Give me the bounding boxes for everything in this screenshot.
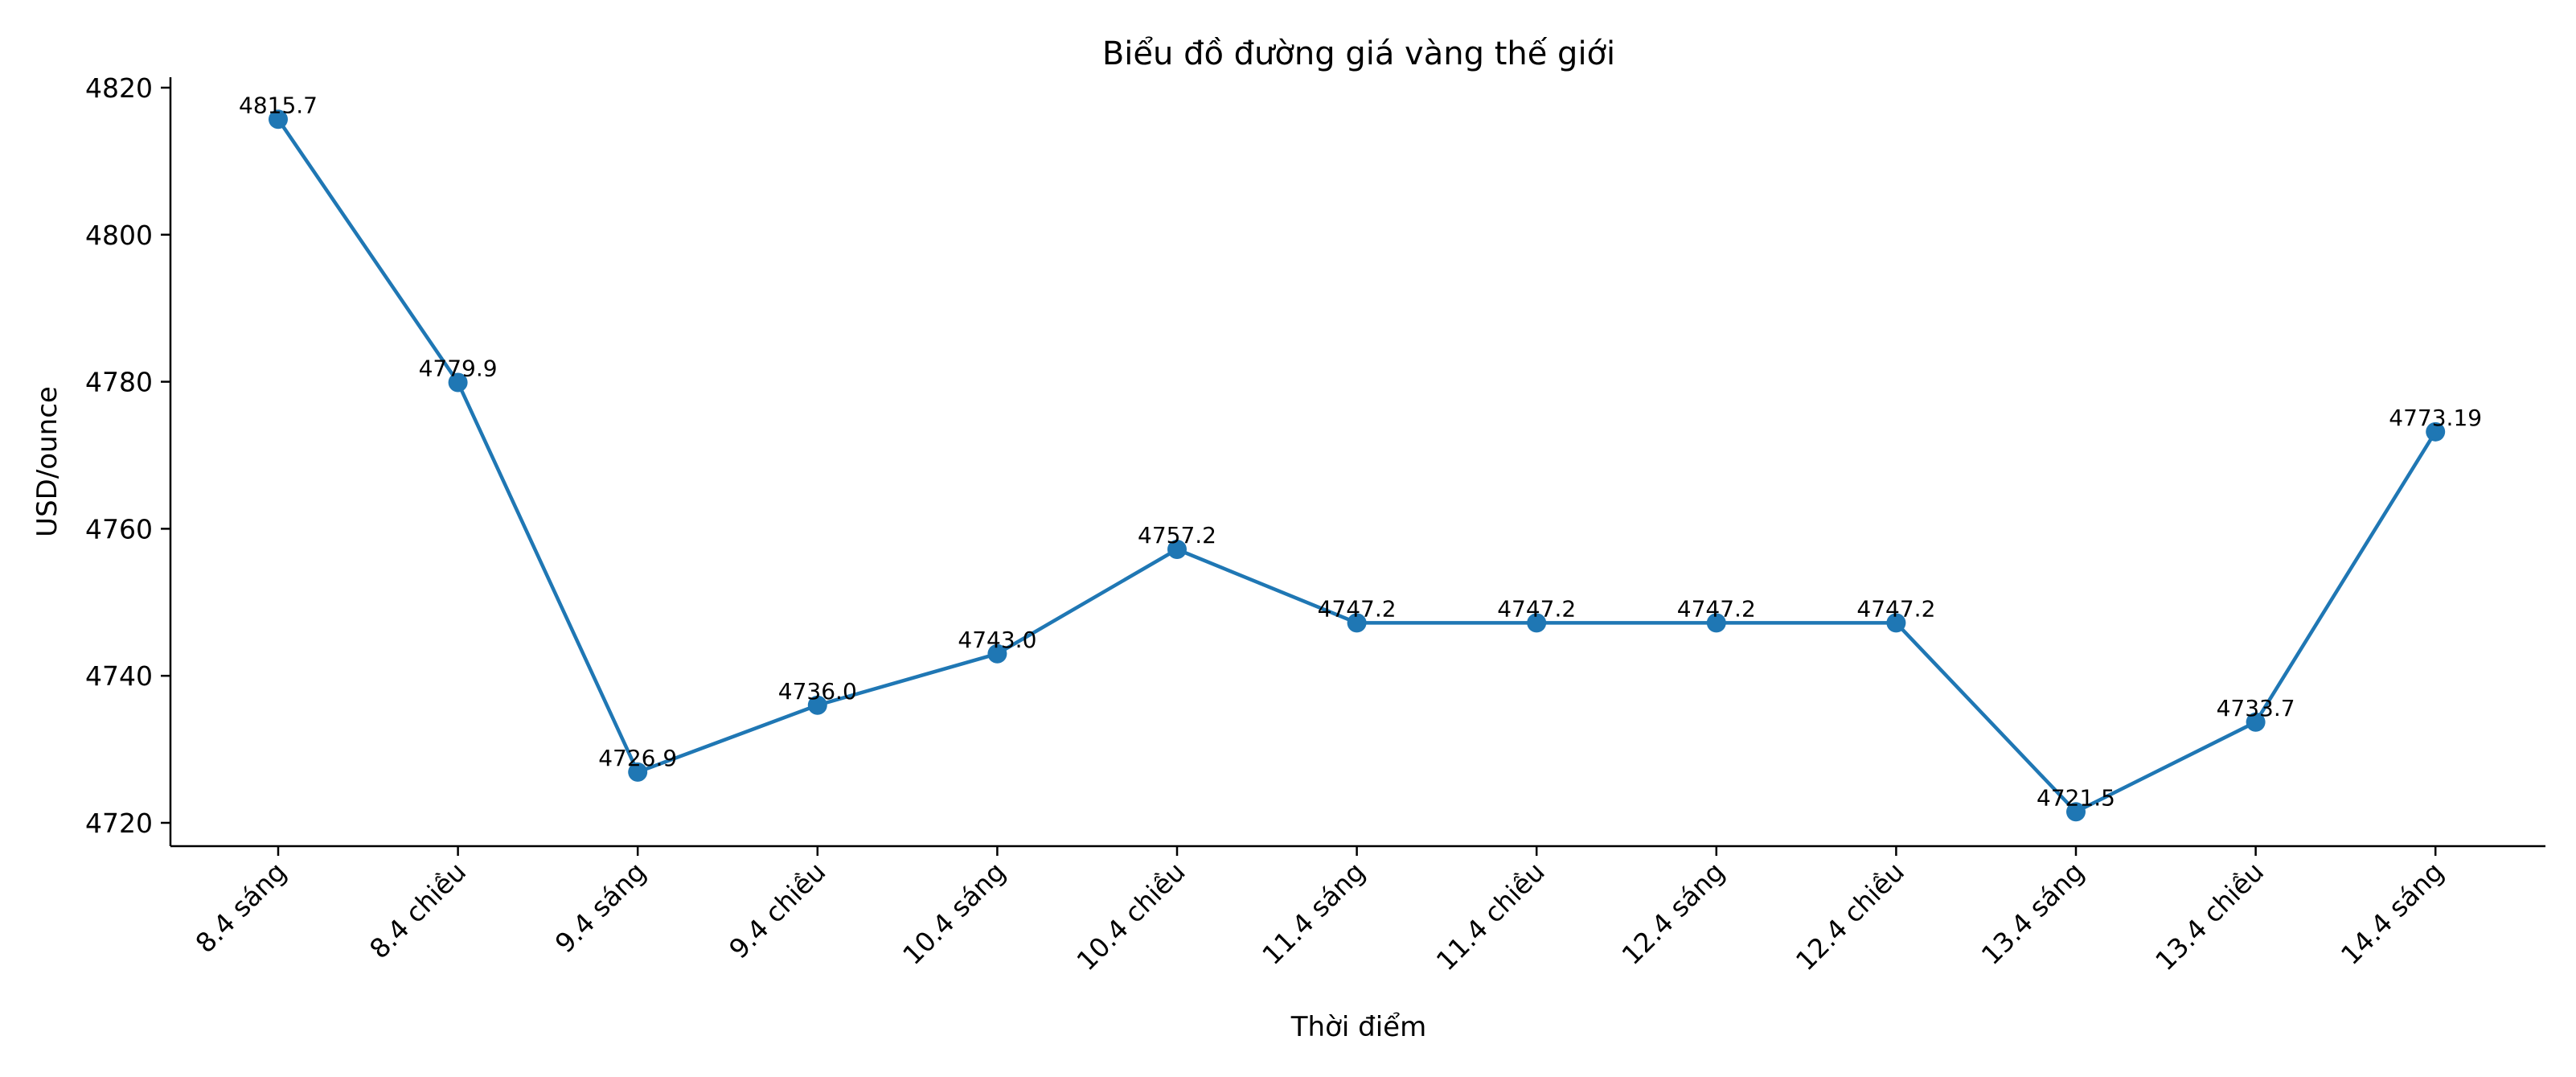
data-point-label: 4747.2 xyxy=(1318,595,1397,622)
data-point-marker xyxy=(1167,539,1187,559)
data-point-marker xyxy=(448,372,468,393)
data-point-labels: 4815.7 4779.9 4726.9 4736.0 4743.0 4757.2 4747… xyxy=(239,92,2482,811)
x-tick-label: 12.4 sáng xyxy=(1615,856,1730,971)
x-tick-label: 8.4 sáng xyxy=(189,856,292,959)
data-point-marker xyxy=(1706,613,1726,633)
data-point-label: 4721.5 xyxy=(2037,784,2115,811)
y-tick-label: 4740 xyxy=(85,660,153,692)
x-tick-label: 8.4 chiều xyxy=(363,856,472,964)
data-point-label: 4779.9 xyxy=(419,356,498,382)
plot-area: 4815.7 4779.9 4726.9 4736.0 4743.0 4757.2 4747… xyxy=(239,92,2482,822)
x-tick-label: 12.4 chiều xyxy=(1790,856,1910,976)
data-point-label: 4815.7 xyxy=(239,92,318,118)
data-point-marker xyxy=(807,695,827,715)
x-tick-label: 14.4 sáng xyxy=(2335,856,2450,971)
y-tick-label: 4780 xyxy=(85,367,153,398)
x-axis: 8.4 sáng 8.4 chiều 9.4 sáng 9.4 chiều 10.4 s… xyxy=(170,845,2545,1043)
price-line xyxy=(277,118,2438,814)
x-tick-label: 10.4 chiều xyxy=(1070,856,1191,976)
data-point-marker xyxy=(2246,712,2266,732)
data-point-label: 4757.2 xyxy=(1138,522,1216,549)
data-point-label: 4743.0 xyxy=(958,627,1036,653)
data-point-label: 4747.2 xyxy=(1856,595,1935,622)
data-point-marker xyxy=(1347,613,1367,633)
x-ticks: 8.4 sáng 8.4 chiều 9.4 sáng 9.4 chiều 10.4 s… xyxy=(189,846,2450,976)
x-tick-label: 11.4 chiều xyxy=(1430,856,1551,976)
data-point-marker xyxy=(1886,613,1906,633)
x-tick-label: 10.4 sáng xyxy=(896,856,1011,971)
x-tick-label: 9.4 chiều xyxy=(723,856,831,964)
y-tick-label: 4820 xyxy=(85,72,153,104)
y-ticks: 4720 4740 4760 4780 4800 4820 xyxy=(85,72,170,839)
data-point-marker xyxy=(2426,421,2446,442)
y-axis: 4720 4740 4760 4780 4800 4820 USD/ounce xyxy=(31,72,172,846)
x-tick-label: 13.4 chiều xyxy=(2149,856,2270,976)
data-point-label: 4726.9 xyxy=(598,745,677,771)
x-tick-label: 9.4 sáng xyxy=(549,856,652,959)
data-point-marker xyxy=(2066,802,2086,822)
data-point-label: 4747.2 xyxy=(1497,595,1576,622)
data-point-label: 4747.2 xyxy=(1677,595,1756,622)
data-point-markers xyxy=(269,109,2446,822)
data-point-label: 4733.7 xyxy=(2217,695,2295,721)
chart-title: Biểu đồ đường giá vàng thế giới xyxy=(1102,35,1615,72)
y-tick-label: 4760 xyxy=(85,513,153,545)
x-axis-label: Thời điểm xyxy=(1290,1011,1426,1043)
data-point-marker xyxy=(1527,613,1547,633)
x-tick-label: 13.4 sáng xyxy=(1975,856,2090,971)
data-point-label: 4736.0 xyxy=(778,678,857,705)
data-point-marker xyxy=(269,109,288,129)
data-point-marker xyxy=(628,762,648,782)
data-point-label: 4773.19 xyxy=(2389,405,2482,431)
y-axis-label: USD/ounce xyxy=(31,386,64,537)
y-tick-label: 4800 xyxy=(85,220,153,251)
data-point-marker xyxy=(987,643,1007,664)
y-tick-label: 4720 xyxy=(85,808,153,839)
x-tick-label: 11.4 sáng xyxy=(1256,856,1371,971)
